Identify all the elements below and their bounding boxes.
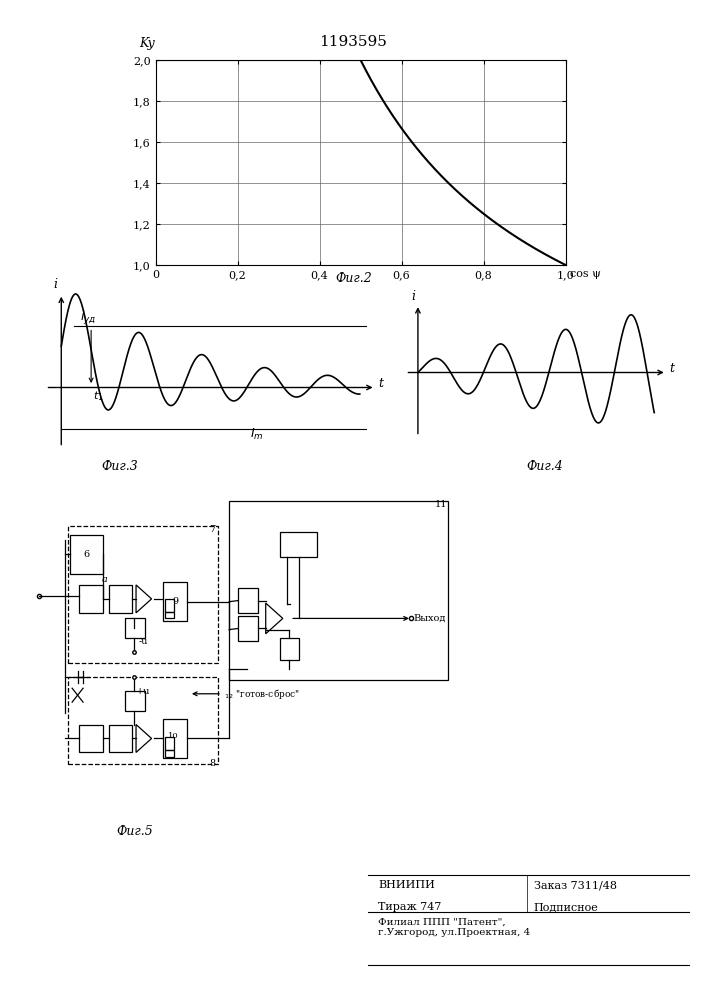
Text: $i_{уд}$: $i_{уд}$ <box>80 309 96 327</box>
Text: 9: 9 <box>173 597 178 606</box>
Text: 6: 6 <box>83 550 90 559</box>
Bar <box>165 599 175 612</box>
Text: 1193595: 1193595 <box>320 35 387 49</box>
Bar <box>229 501 448 680</box>
Text: 11: 11 <box>435 500 448 509</box>
Text: Фиг.3: Фиг.3 <box>102 460 139 473</box>
Text: Заказ 7311/48: Заказ 7311/48 <box>534 880 617 890</box>
Bar <box>69 677 218 764</box>
Bar <box>69 526 218 663</box>
Bar <box>165 612 175 618</box>
Text: Фиг.5: Фиг.5 <box>116 825 153 838</box>
Text: ВНИИПИ: ВНИИПИ <box>378 880 435 890</box>
Text: Филиал ППП "Патент",
г.Ужгород, ул.Проектная, 4: Филиал ППП "Патент", г.Ужгород, ул.Проек… <box>378 918 530 937</box>
Bar <box>281 532 317 557</box>
Bar <box>165 737 175 750</box>
Text: Выход: Выход <box>414 614 446 623</box>
Text: 10: 10 <box>168 732 179 740</box>
Text: $I_m$: $I_m$ <box>250 427 264 442</box>
Bar <box>79 724 103 752</box>
Text: 7: 7 <box>209 525 216 534</box>
Text: a: a <box>102 575 108 584</box>
Text: -u: -u <box>139 637 148 646</box>
Bar <box>70 535 103 574</box>
Bar <box>79 585 103 613</box>
Text: cos ψ: cos ψ <box>570 269 600 279</box>
Text: t: t <box>669 362 674 375</box>
Text: Ky: Ky <box>139 37 155 50</box>
Text: $_{12}$ "готов-сброс": $_{12}$ "готов-сброс" <box>223 687 300 701</box>
Text: Тираж 747: Тираж 747 <box>378 902 442 912</box>
Bar <box>109 724 132 752</box>
Bar <box>165 750 175 757</box>
Text: 8: 8 <box>210 759 216 768</box>
Text: +u: +u <box>136 687 151 696</box>
Bar <box>163 719 187 758</box>
Text: i: i <box>53 278 57 292</box>
Text: Фиг.2: Фиг.2 <box>335 272 372 285</box>
Bar <box>238 588 259 613</box>
Bar <box>109 585 132 613</box>
Bar <box>238 616 259 641</box>
Bar <box>125 691 145 711</box>
Bar <box>163 582 187 621</box>
Text: i: i <box>411 290 415 303</box>
Text: Фиг.4: Фиг.4 <box>526 460 563 473</box>
Bar <box>125 618 145 638</box>
Text: $t_1$: $t_1$ <box>93 389 103 403</box>
Bar <box>281 638 298 660</box>
Text: t: t <box>379 377 384 390</box>
Text: Подписное: Подписное <box>534 902 599 912</box>
